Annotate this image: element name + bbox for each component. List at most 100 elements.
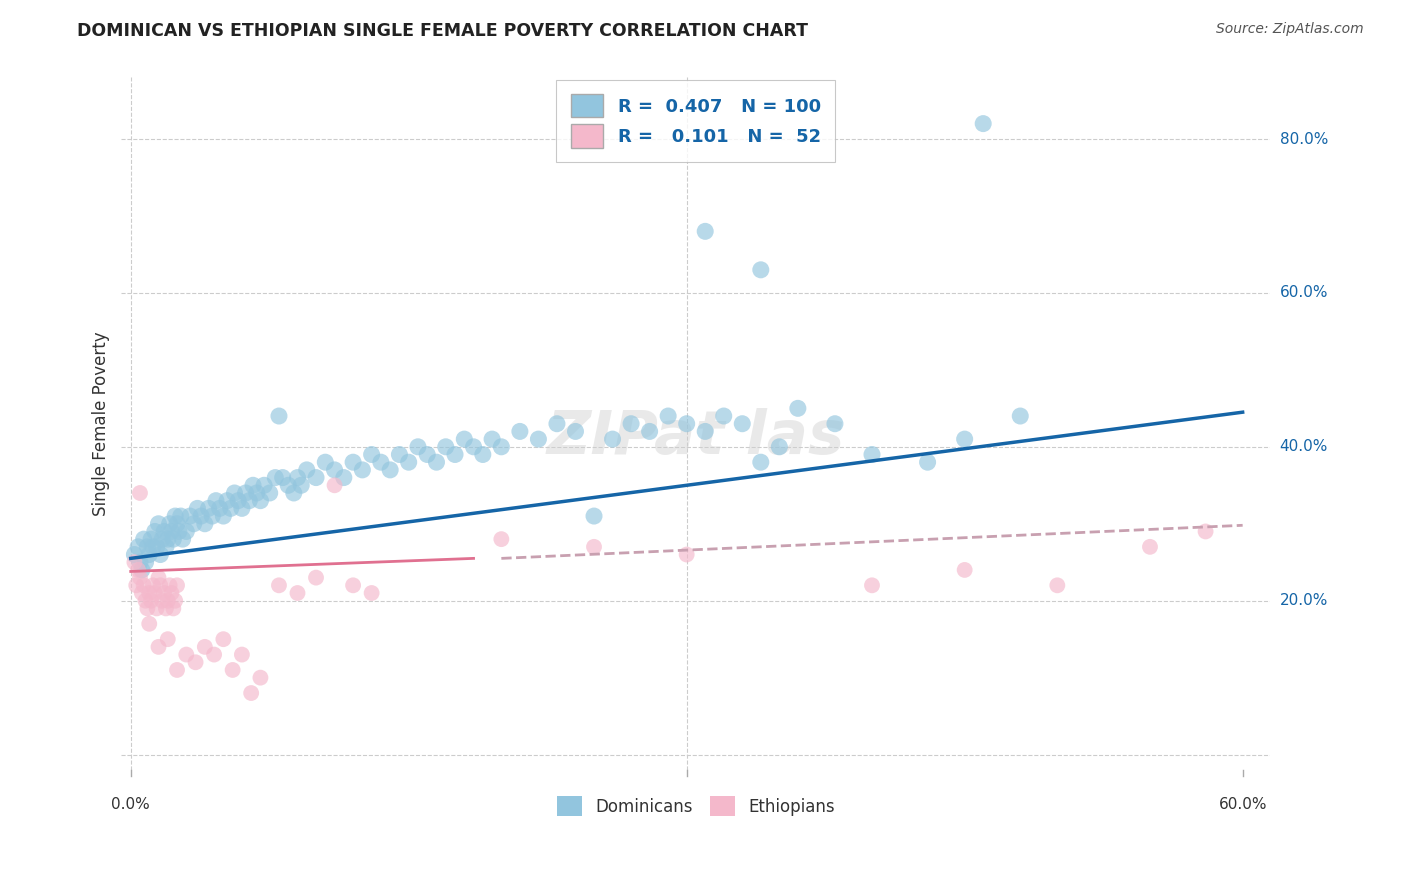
Point — [406, 440, 429, 454]
Point — [242, 478, 264, 492]
Legend: Dominicans, Ethiopians: Dominicans, Ethiopians — [548, 788, 844, 824]
Point — [160, 586, 183, 600]
Point — [860, 578, 883, 592]
Point — [129, 486, 152, 500]
Point — [166, 578, 188, 592]
Point — [153, 586, 176, 600]
Point — [160, 524, 183, 539]
Point — [136, 601, 159, 615]
Text: 60.0%: 60.0% — [1279, 285, 1329, 301]
Point — [176, 648, 198, 662]
Point — [159, 578, 181, 592]
Point — [197, 501, 219, 516]
Point — [162, 532, 184, 546]
Point — [201, 509, 224, 524]
Point — [217, 493, 239, 508]
Point — [264, 470, 287, 484]
Text: 60.0%: 60.0% — [1219, 797, 1267, 812]
Point — [149, 578, 172, 592]
Point — [527, 432, 550, 446]
Point — [582, 509, 605, 524]
Point — [295, 463, 318, 477]
Point — [444, 448, 467, 462]
Point — [509, 425, 531, 439]
Point — [135, 555, 157, 569]
Point — [360, 586, 382, 600]
Point — [231, 501, 253, 516]
Point — [271, 470, 294, 484]
Point — [135, 593, 157, 607]
Point — [184, 655, 207, 669]
Point — [786, 401, 808, 416]
Point — [219, 501, 242, 516]
Point — [463, 440, 485, 454]
Point — [267, 409, 290, 423]
Point — [471, 448, 494, 462]
Point — [127, 563, 149, 577]
Point — [212, 509, 235, 524]
Point — [342, 455, 364, 469]
Point — [240, 686, 263, 700]
Point — [190, 509, 212, 524]
Point — [323, 478, 346, 492]
Point — [277, 478, 299, 492]
Point — [342, 578, 364, 592]
Point — [253, 478, 276, 492]
Text: Source: ZipAtlas.com: Source: ZipAtlas.com — [1216, 22, 1364, 37]
Point — [283, 486, 305, 500]
Point — [333, 470, 356, 484]
Point — [582, 540, 605, 554]
Point — [138, 586, 160, 600]
Y-axis label: Single Female Poverty: Single Female Poverty — [93, 332, 110, 516]
Point — [388, 448, 411, 462]
Point — [675, 548, 697, 562]
Point — [491, 440, 513, 454]
Point — [167, 524, 190, 539]
Point — [953, 563, 976, 577]
Point — [159, 516, 181, 531]
Point — [231, 648, 253, 662]
Point — [132, 578, 155, 592]
Point — [125, 578, 148, 592]
Point — [620, 417, 643, 431]
Point — [235, 486, 257, 500]
Point — [132, 532, 155, 546]
Point — [416, 448, 439, 462]
Point — [323, 463, 346, 477]
Text: DOMINICAN VS ETHIOPIAN SINGLE FEMALE POVERTY CORRELATION CHART: DOMINICAN VS ETHIOPIAN SINGLE FEMALE POV… — [77, 22, 808, 40]
Point — [564, 425, 586, 439]
Point — [186, 501, 208, 516]
Point — [155, 540, 177, 554]
Point — [124, 555, 146, 569]
Point — [305, 470, 328, 484]
Point — [695, 425, 717, 439]
Point — [138, 616, 160, 631]
Point — [156, 593, 179, 607]
Point — [148, 516, 170, 531]
Point — [824, 417, 846, 431]
Point — [150, 593, 173, 607]
Point — [749, 262, 772, 277]
Point — [290, 478, 312, 492]
Point — [453, 432, 475, 446]
Point — [657, 409, 679, 423]
Point — [314, 455, 336, 469]
Point — [142, 578, 165, 592]
Point — [602, 432, 624, 446]
Point — [287, 470, 309, 484]
Point — [183, 516, 205, 531]
Point — [153, 524, 176, 539]
Point — [212, 632, 235, 647]
Point — [768, 440, 790, 454]
Point — [249, 671, 271, 685]
Point — [208, 501, 231, 516]
Text: 40.0%: 40.0% — [1279, 439, 1329, 454]
Point — [305, 571, 328, 585]
Point — [675, 417, 697, 431]
Point — [131, 563, 153, 577]
Point — [139, 593, 162, 607]
Point — [136, 540, 159, 554]
Text: 20.0%: 20.0% — [1279, 593, 1329, 608]
Point — [148, 571, 170, 585]
Text: 0.0%: 0.0% — [111, 797, 150, 812]
